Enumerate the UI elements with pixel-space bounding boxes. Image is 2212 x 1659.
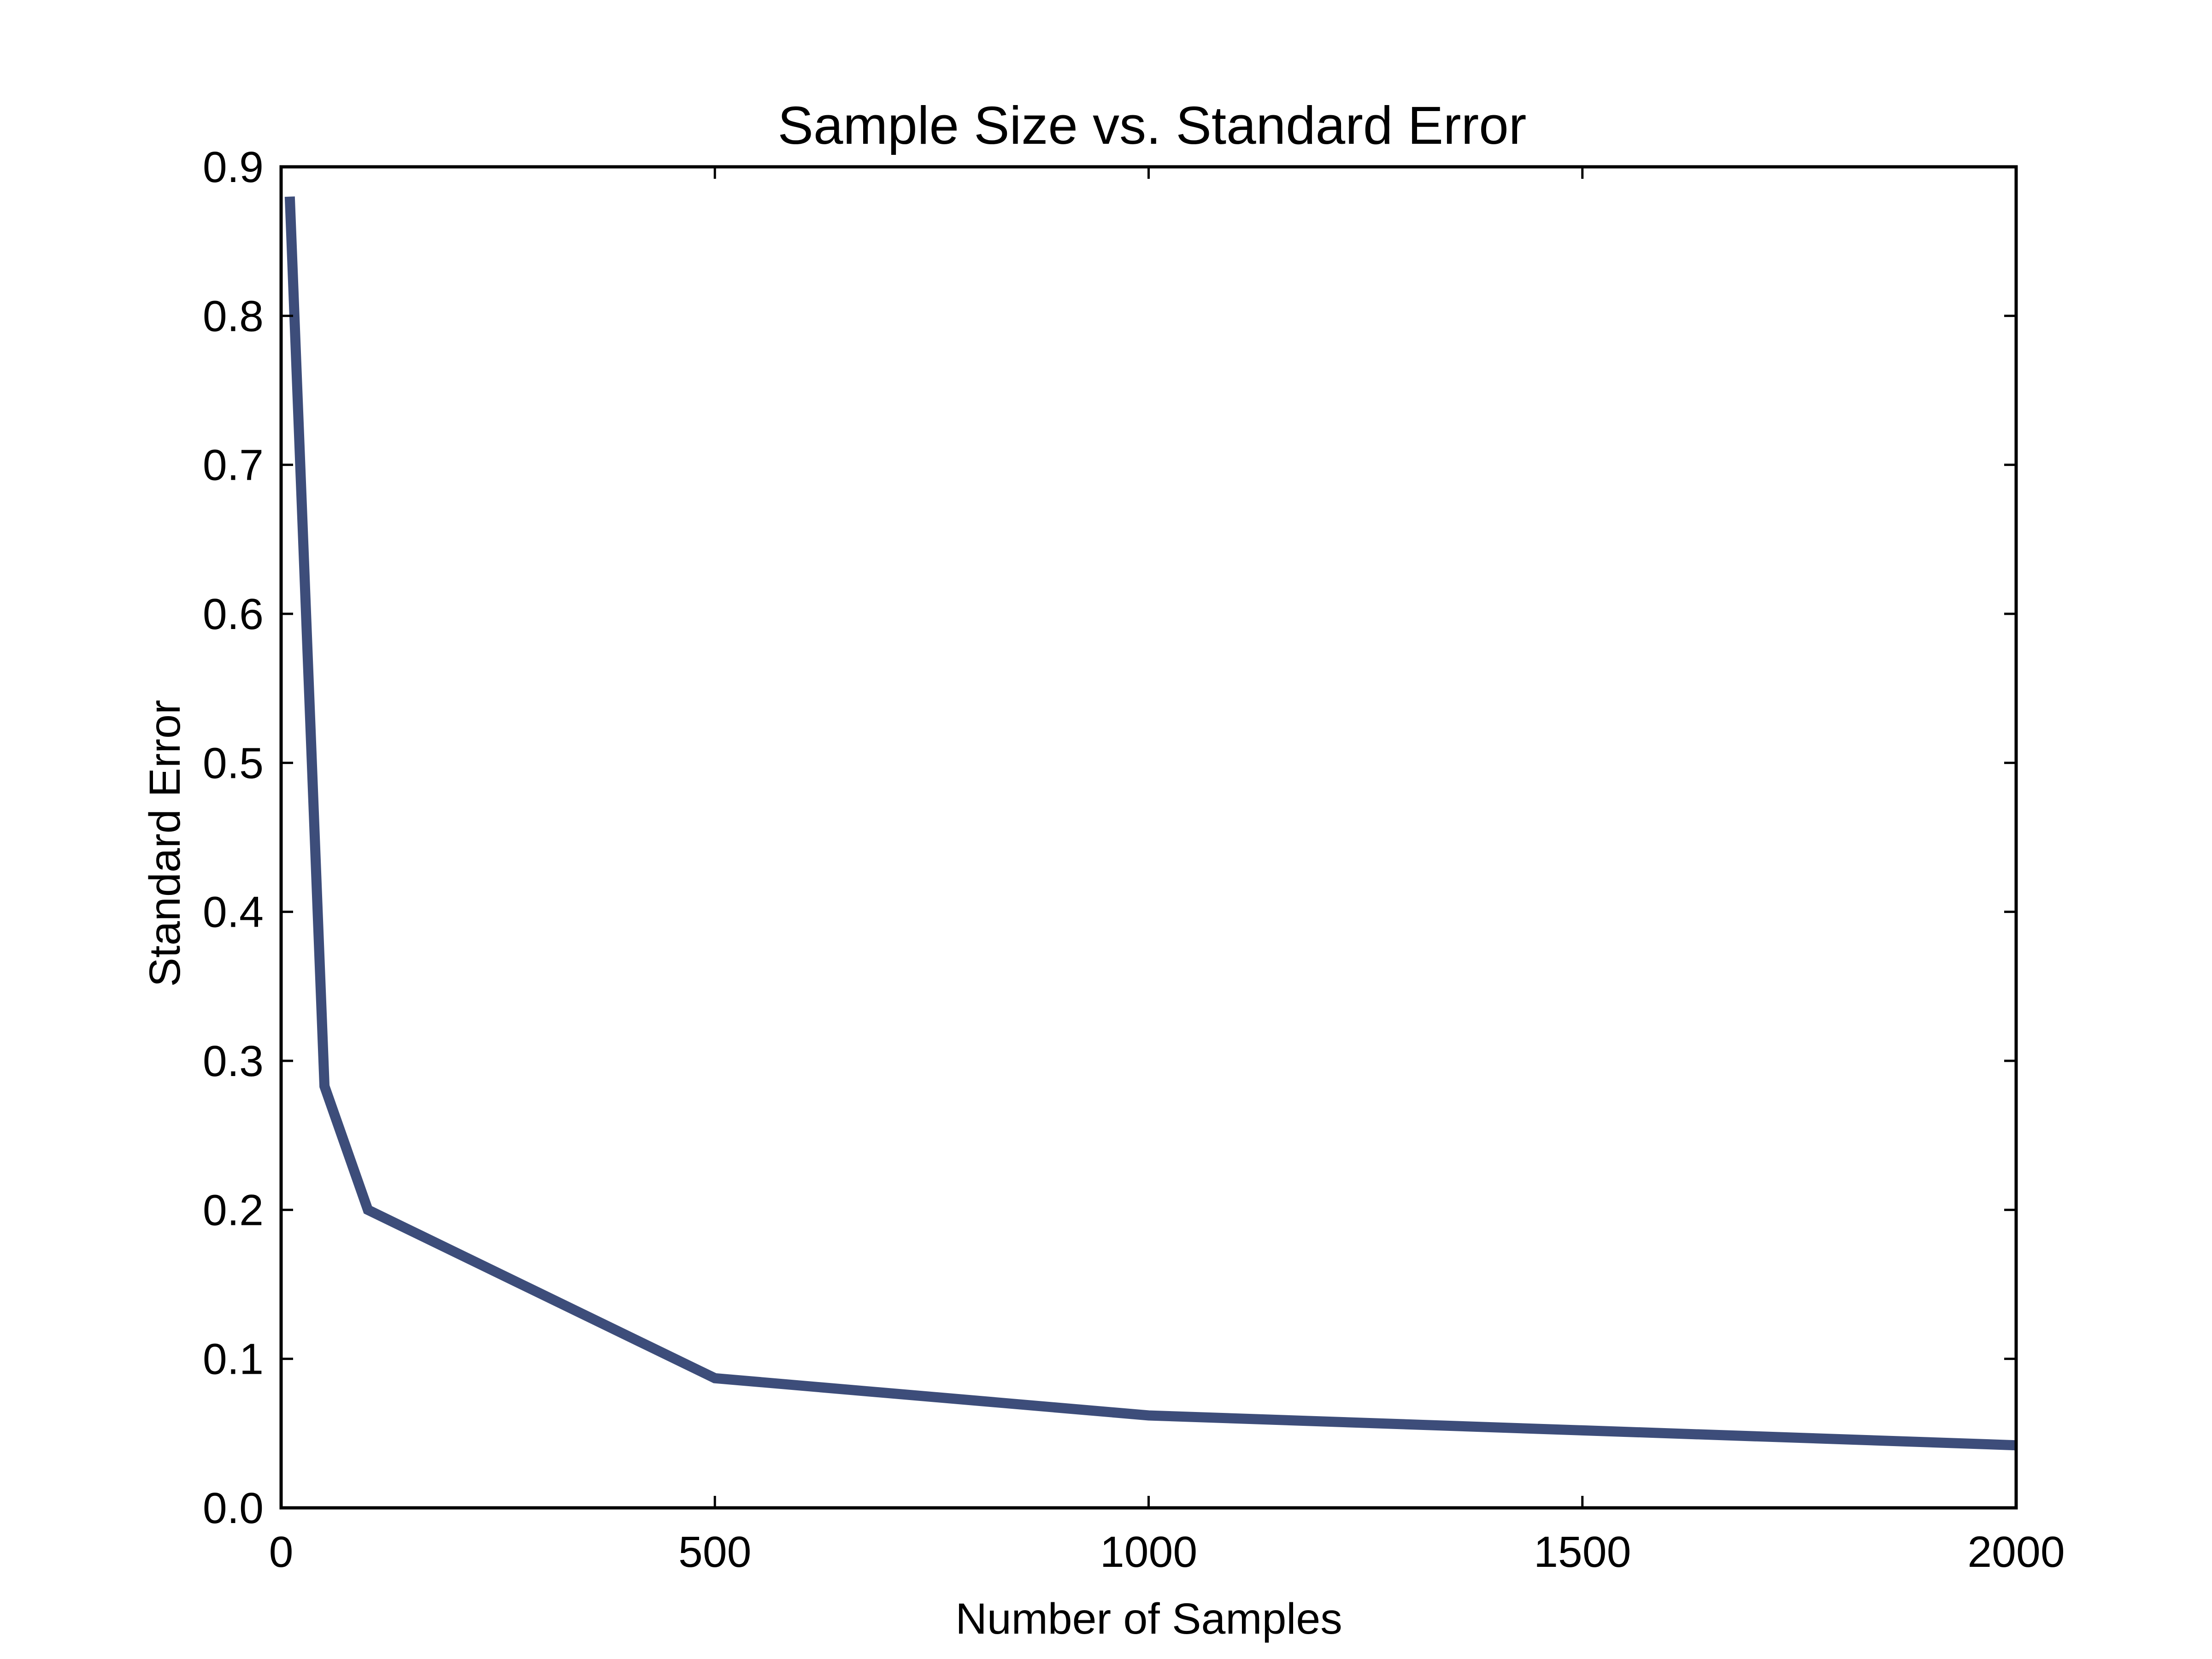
plot-frame <box>279 165 2018 1510</box>
y-tick-label: 0.6 <box>203 590 264 639</box>
y-tick-label: 0.9 <box>203 143 264 192</box>
chart-title: Sample Size vs. Standard Error <box>778 95 1527 155</box>
y-tick-label: 0.4 <box>203 888 264 937</box>
series-layer <box>284 196 2017 1451</box>
x-tick-label: 1500 <box>1534 1528 1631 1577</box>
y-tick-label: 0.0 <box>203 1484 264 1533</box>
x-tick-labels: 0 500 1000 1500 2000 <box>269 1528 2065 1577</box>
y-tick-label: 0.3 <box>203 1037 264 1086</box>
y-tick-label: 0.2 <box>203 1186 264 1235</box>
x-tick-label: 1000 <box>1100 1528 1197 1577</box>
x-tick-label: 500 <box>678 1528 752 1577</box>
y-tick-label: 0.7 <box>203 441 264 490</box>
y-tick-label: 0.8 <box>203 292 264 341</box>
x-axis-label: Number of Samples <box>955 1594 1342 1643</box>
series-line <box>284 196 2017 1451</box>
y-axis-label: Standard Error <box>141 700 189 987</box>
y-tick-labels: 0.0 0.1 0.2 0.3 0.4 0.5 0.6 0.7 0.8 0.9 <box>203 143 264 1533</box>
x-tick-label: 2000 <box>1967 1528 2065 1577</box>
y-tick-label: 0.5 <box>203 739 264 788</box>
x-tick-label: 0 <box>269 1528 294 1577</box>
y-tick-label: 0.1 <box>203 1335 264 1384</box>
plot-area <box>279 165 2018 1510</box>
